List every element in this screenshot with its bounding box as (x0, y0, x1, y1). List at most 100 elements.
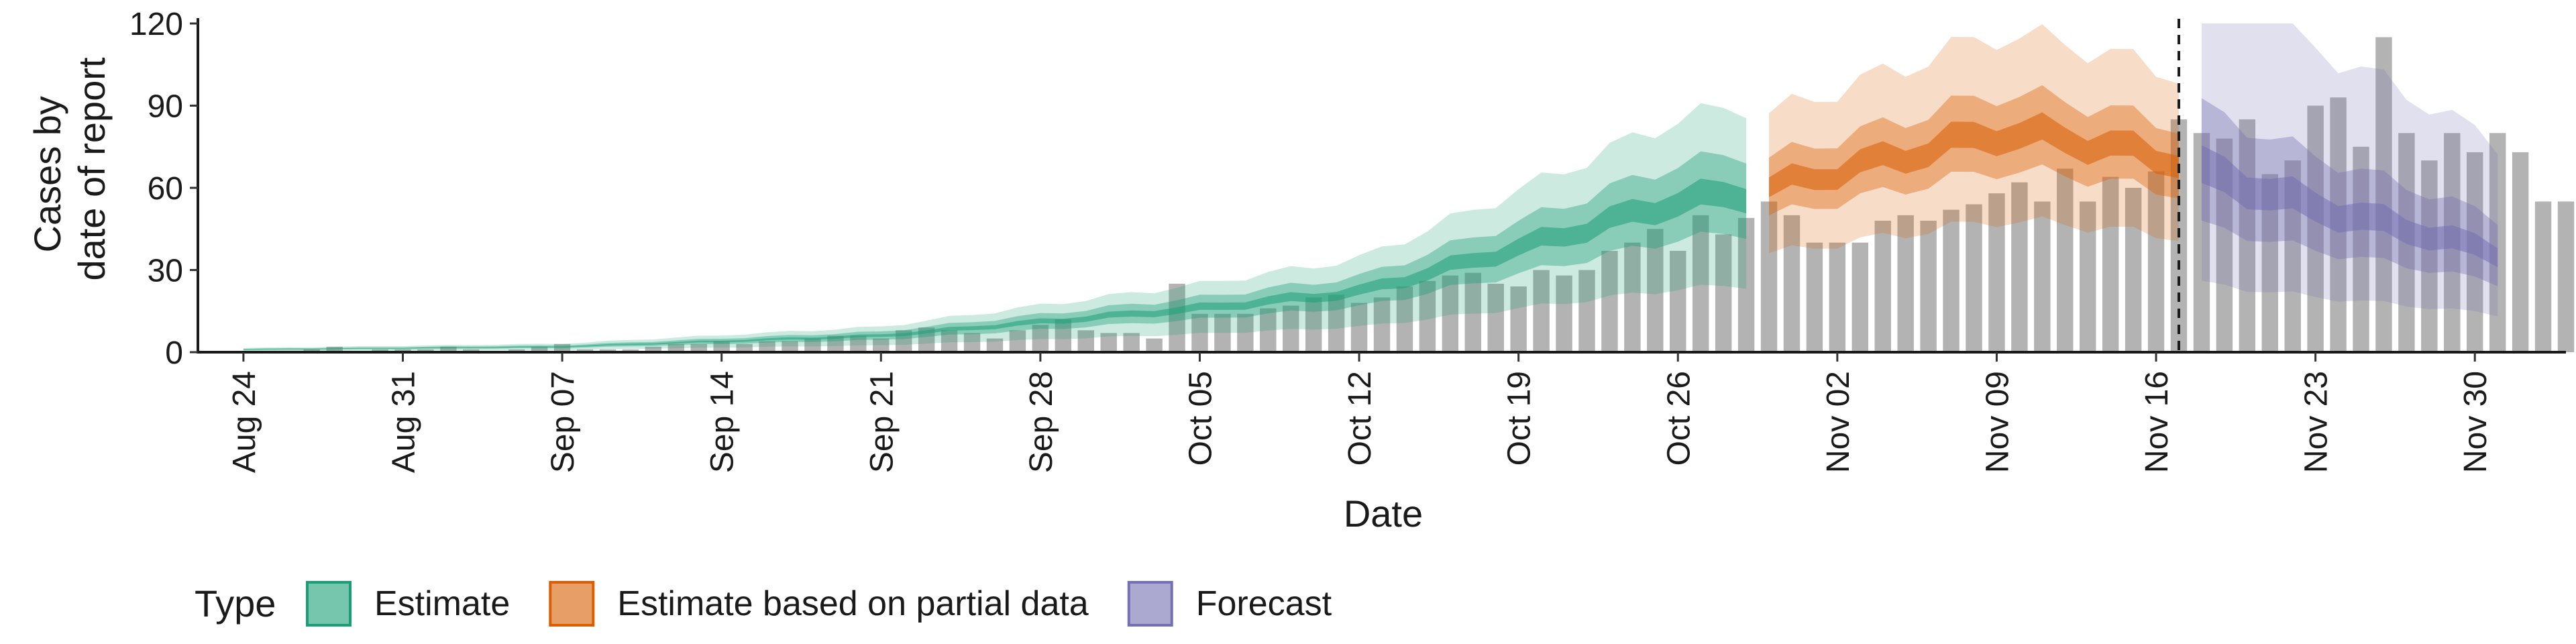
reported-cases-bar (2034, 201, 2051, 352)
reported-cases-bar (2102, 176, 2119, 352)
reported-cases-bar (2011, 182, 2028, 352)
reported-cases-bar (1169, 283, 1185, 352)
reported-cases-bar (1715, 234, 1732, 352)
y-axis-title-line-1: Cases by (26, 96, 68, 252)
x-tick-label: Nov 23 (2299, 371, 2334, 473)
reported-cases-bar (1988, 193, 2005, 352)
reported-cases-bar (645, 346, 662, 352)
y-tick-label: 60 (148, 171, 183, 207)
x-tick-label: Oct 19 (1502, 371, 1538, 466)
reported-cases-bar (1123, 333, 1140, 352)
reported-cases-bar (782, 341, 798, 352)
reported-cases-bar (576, 349, 594, 352)
reported-cases-bar (850, 335, 867, 352)
reported-cases-bar (1009, 330, 1026, 352)
x-tick-label: Aug 31 (386, 371, 422, 473)
reported-cases-bar (1760, 201, 1778, 352)
reported-cases-bar (1692, 215, 1709, 352)
reported-cases-bar (2512, 152, 2529, 352)
reported-cases-bar (2307, 105, 2324, 352)
reported-cases-bar (2079, 201, 2096, 352)
x-tick-label: Nov 30 (2458, 371, 2493, 473)
estimate-band-50 (243, 151, 1747, 350)
estimate-partial-band-50 (1769, 85, 2179, 215)
reported-cases-bar (1032, 325, 1049, 352)
reported-cases-bar (1943, 209, 1960, 352)
legend-swatch (306, 581, 352, 627)
reported-cases-bar (2421, 160, 2438, 352)
x-tick-label: Aug 24 (227, 371, 262, 473)
legend-item-label: Estimate based on partial data (617, 584, 1089, 623)
reported-cases-bar (531, 346, 548, 352)
reported-cases-bar (508, 349, 525, 352)
reported-cases-bar (2057, 168, 2074, 352)
y-tick-label: 30 (148, 254, 183, 289)
legend-swatch (1127, 581, 1173, 627)
estimate-band-20 (243, 178, 1747, 350)
reported-cases-bar (1601, 250, 1618, 352)
reported-cases-bar (1897, 215, 1914, 352)
estimate-bands (243, 23, 2498, 352)
reported-cases-bar (1191, 313, 1208, 352)
legend-swatch (549, 581, 595, 627)
forecast-band-20 (2201, 145, 2498, 268)
reported-cases-bar (1670, 250, 1686, 352)
reported-cases-bar (759, 341, 775, 352)
reported-cases-bar (372, 349, 388, 352)
reported-cases-bar (1737, 217, 1755, 352)
estimate-partial-band-20 (1769, 112, 2179, 197)
x-tick-label: Sep 07 (545, 371, 581, 473)
reported-cases-bar (1783, 215, 1801, 352)
reported-cases-bar (1283, 305, 1299, 352)
reported-cases-bar (1920, 221, 1937, 352)
reported-cases-bar (1829, 242, 1846, 352)
reported-cases-bar (1396, 286, 1413, 352)
reported-cases-bar (553, 343, 571, 352)
reported-cases-bar (736, 343, 753, 352)
reported-cases-bar (2125, 188, 2142, 352)
x-tick-label: Sep 28 (1024, 371, 1059, 473)
reported-cases-bar (713, 341, 730, 352)
reported-cases-bar (1510, 286, 1527, 352)
y-axis-title: Cases by date of report (26, 57, 113, 281)
reported-cases-bar (394, 349, 411, 352)
reported-cases-bar (2489, 133, 2506, 353)
reported-cases-bar (417, 349, 434, 352)
reported-cases-bar (1214, 313, 1231, 352)
reported-cases-bar (804, 338, 821, 352)
x-tick-label: Sep 21 (864, 371, 900, 473)
reported-cases-bar (667, 343, 685, 352)
reported-cases-bar (1647, 229, 1664, 352)
reported-cases-bar (1055, 319, 1072, 352)
reported-cases-bar (1442, 275, 1459, 352)
reported-cases-bar (963, 333, 981, 352)
reported-cases-bar (986, 338, 1004, 352)
reported-cases-bar (1487, 283, 1504, 352)
reported-cases-bar (1966, 204, 1982, 352)
reported-cases-bar (326, 346, 343, 352)
reported-cases-bar (622, 349, 639, 352)
reported-cases-bars (303, 37, 2575, 353)
reported-cases-bar (1464, 272, 1481, 352)
reported-cases-bar (1350, 303, 1368, 352)
x-tick-label: Sep 14 (705, 371, 741, 473)
reported-cases-bar (2557, 201, 2575, 352)
x-tick-label: Oct 26 (1661, 371, 1697, 466)
reported-cases-bar (599, 349, 616, 352)
reported-cases-bar (2534, 201, 2552, 352)
reported-cases-bar (463, 349, 480, 352)
reported-cases-bar (1077, 330, 1094, 352)
y-axis-title-line-2: date of report (70, 57, 113, 281)
reported-cases-bar (1373, 297, 1391, 352)
reported-cases-bar (1419, 280, 1436, 352)
legend-item-label: Forecast (1196, 584, 1332, 623)
reported-cases-bar (1100, 333, 1117, 352)
reported-cases-bar (2147, 171, 2165, 352)
axes: 0 30 60 90 120 Aug 24 Aug 31 Sep 07 Sep 14 Sep 21… (129, 7, 2566, 473)
legend-title: Type (195, 582, 276, 625)
reported-cases-bar (1806, 242, 1823, 352)
y-tick-label: 90 (148, 89, 183, 125)
x-tick-label: Nov 09 (1980, 371, 2015, 473)
reported-cases-bar (440, 346, 457, 352)
